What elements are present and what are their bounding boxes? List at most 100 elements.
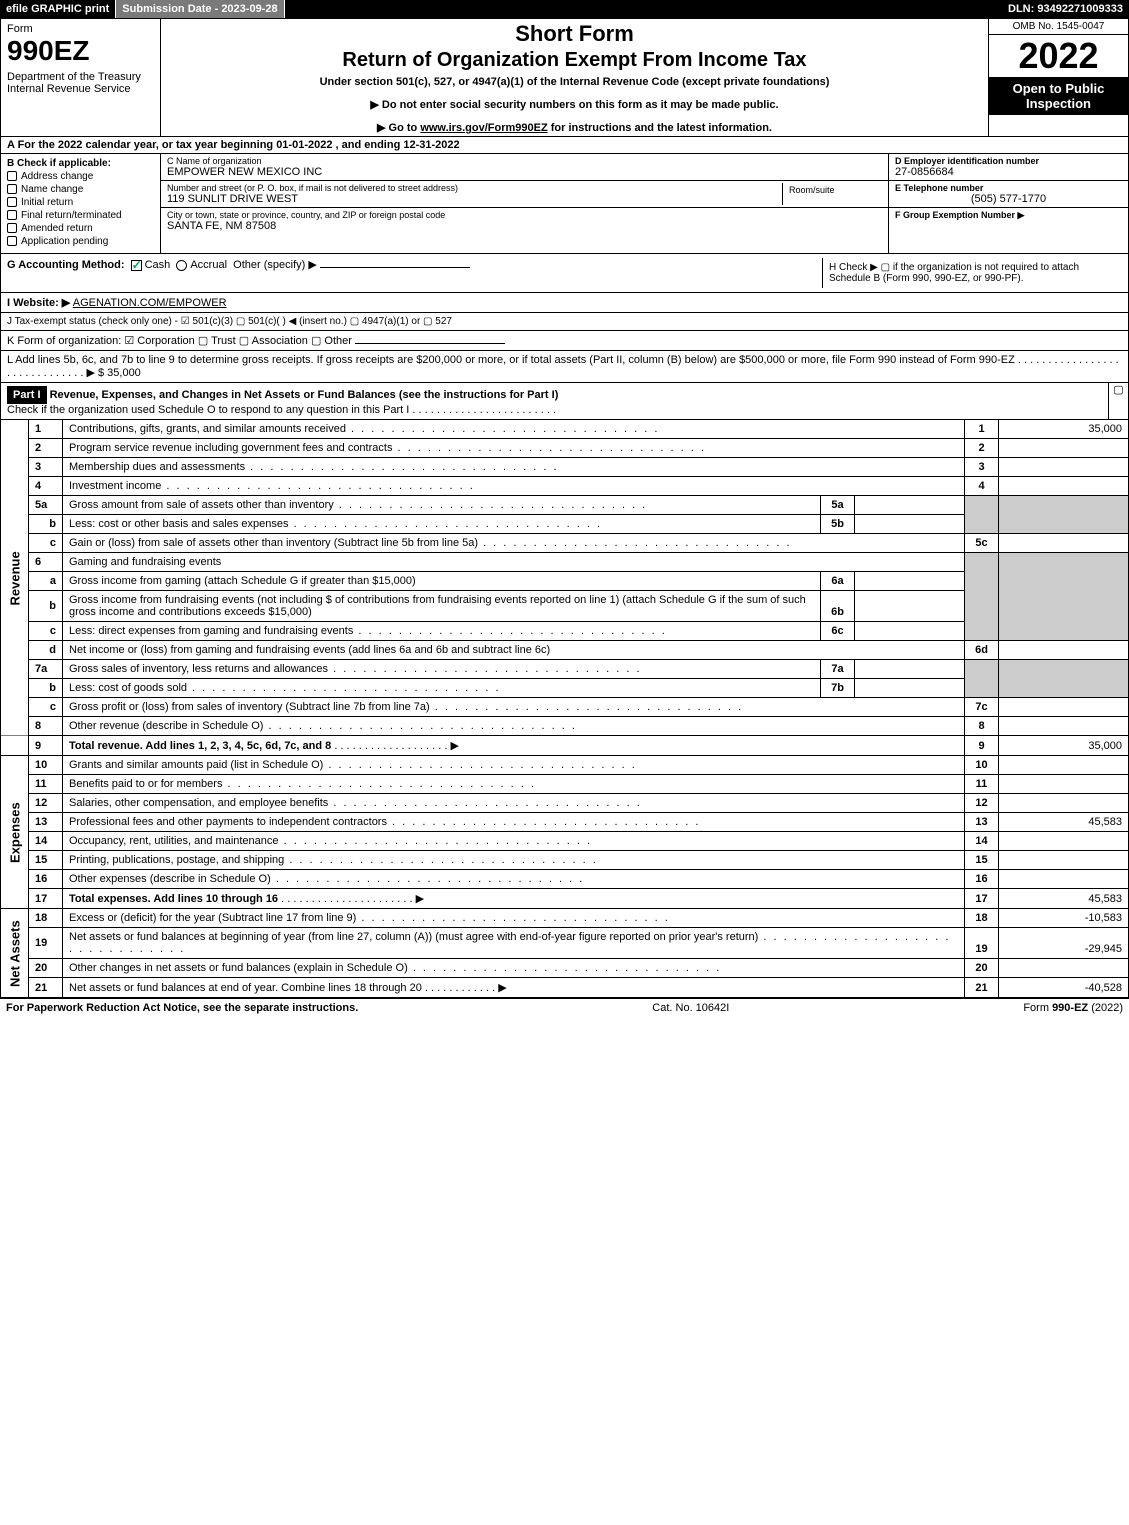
line-rnum: 9 — [965, 736, 999, 756]
chk-address-change[interactable]: Address change — [7, 171, 154, 182]
note-goto-prefix: ▶ Go to — [377, 122, 420, 134]
line-desc: Professional fees and other payments to … — [63, 813, 965, 832]
line-rnum: 15 — [965, 851, 999, 870]
sub-num: 6a — [821, 572, 855, 591]
line-num: 11 — [29, 775, 63, 794]
table-row: 7a Gross sales of inventory, less return… — [1, 660, 1129, 679]
accounting-method-label: G Accounting Method: — [7, 259, 125, 271]
cash-label: Cash — [145, 259, 171, 271]
irs-link[interactable]: www.irs.gov/Form990EZ — [420, 122, 547, 134]
table-row: Expenses 10 Grants and similar amounts p… — [1, 756, 1129, 775]
line-num: b — [29, 679, 63, 698]
line-rnum: 11 — [965, 775, 999, 794]
line-num: c — [29, 622, 63, 641]
dln: DLN: 93492271009333 — [1002, 0, 1129, 18]
part-1-label: Part I — [7, 386, 47, 404]
chk-label: Application pending — [21, 236, 108, 247]
header-right: OMB No. 1545-0047 2022 Open to Public In… — [988, 19, 1128, 136]
city-value: SANTA FE, NM 87508 — [167, 220, 882, 232]
group-exemption-label: F Group Exemption Number ▶ — [895, 210, 1122, 221]
chk-accrual[interactable] — [176, 260, 187, 271]
line-rval — [999, 959, 1129, 978]
shade-cell — [965, 496, 999, 534]
line-rval: 45,583 — [999, 889, 1129, 909]
chk-name-change[interactable]: Name change — [7, 184, 154, 195]
line-desc: Grants and similar amounts paid (list in… — [63, 756, 965, 775]
table-row: b Less: cost or other basis and sales ex… — [1, 515, 1129, 534]
section-b-header: B Check if applicable: — [7, 158, 111, 169]
line-desc: Membership dues and assessments — [63, 458, 965, 477]
line-rnum: 7c — [965, 698, 999, 717]
chk-amended-return[interactable]: Amended return — [7, 223, 154, 234]
line-rval — [999, 851, 1129, 870]
line-desc: Less: cost of goods sold — [63, 679, 821, 698]
line-rval — [999, 717, 1129, 736]
line-rval — [999, 870, 1129, 889]
line-rval — [999, 477, 1129, 496]
chk-initial-return[interactable]: Initial return — [7, 197, 154, 208]
other-specify-input[interactable] — [320, 267, 470, 268]
form-number: 990EZ — [7, 35, 154, 67]
line-num: 19 — [29, 928, 63, 959]
sub-val — [855, 622, 965, 641]
chk-application-pending[interactable]: Application pending — [7, 236, 154, 247]
side-revenue: Revenue — [1, 420, 29, 736]
line-num: 18 — [29, 909, 63, 928]
table-row: 16 Other expenses (describe in Schedule … — [1, 870, 1129, 889]
sub-val — [855, 515, 965, 534]
table-row: 5a Gross amount from sale of assets othe… — [1, 496, 1129, 515]
row-g-h: G Accounting Method: Cash Accrual Other … — [0, 254, 1129, 293]
line-rval — [999, 458, 1129, 477]
line-desc: Other revenue (describe in Schedule O) — [63, 717, 965, 736]
chk-label: Final return/terminated — [21, 210, 122, 221]
note-goto: ▶ Go to www.irs.gov/Form990EZ for instru… — [167, 121, 982, 134]
website-link[interactable]: AGENATION.COM/EMPOWER — [73, 297, 227, 309]
other-org-input[interactable] — [355, 343, 505, 344]
line-desc: Total expenses. Add lines 10 through 16 … — [63, 889, 965, 909]
chk-cash[interactable] — [131, 260, 142, 271]
table-row: 17 Total expenses. Add lines 10 through … — [1, 889, 1129, 909]
ein-label: D Employer identification number — [895, 156, 1122, 166]
row-a-text: A For the 2022 calendar year, or tax yea… — [7, 139, 460, 151]
sub-val — [855, 496, 965, 515]
chk-label: Address change — [21, 171, 93, 182]
table-row: 19 Net assets or fund balances at beginn… — [1, 928, 1129, 959]
line-desc: Gross sales of inventory, less returns a… — [63, 660, 821, 679]
line-desc: Benefits paid to or for members — [63, 775, 965, 794]
shade-cell — [999, 553, 1129, 641]
part-1-checkbox[interactable]: ▢ — [1108, 383, 1128, 419]
line-num: 21 — [29, 978, 63, 998]
other-label: Other (specify) ▶ — [233, 259, 317, 271]
line-desc: Gain or (loss) from sale of assets other… — [63, 534, 965, 553]
table-row: b Less: cost of goods sold 7b — [1, 679, 1129, 698]
line-rnum: 4 — [965, 477, 999, 496]
line-rnum: 17 — [965, 889, 999, 909]
line-num: b — [29, 591, 63, 622]
line-rval — [999, 534, 1129, 553]
org-name-value: EMPOWER NEW MEXICO INC — [167, 166, 882, 178]
line-num: b — [29, 515, 63, 534]
table-row: 3 Membership dues and assessments 3 — [1, 458, 1129, 477]
department: Department of the Treasury Internal Reve… — [7, 71, 154, 95]
line-rval — [999, 698, 1129, 717]
line-num: 7a — [29, 660, 63, 679]
row-i-website: I Website: ▶ AGENATION.COM/EMPOWER — [0, 293, 1129, 313]
line-num: 14 — [29, 832, 63, 851]
part-1-title: Revenue, Expenses, and Changes in Net As… — [50, 389, 559, 401]
header-left: Form 990EZ Department of the Treasury In… — [1, 19, 161, 136]
efile-label[interactable]: efile GRAPHIC print — [0, 0, 116, 18]
table-row: c Less: direct expenses from gaming and … — [1, 622, 1129, 641]
table-row: 12 Salaries, other compensation, and emp… — [1, 794, 1129, 813]
line-desc: Other expenses (describe in Schedule O) — [63, 870, 965, 889]
chk-final-return[interactable]: Final return/terminated — [7, 210, 154, 221]
line-rval — [999, 756, 1129, 775]
sub-num: 5b — [821, 515, 855, 534]
line-desc: Gross income from gaming (attach Schedul… — [63, 572, 821, 591]
sub-num: 7a — [821, 660, 855, 679]
side-expenses: Expenses — [1, 756, 29, 909]
part-1-check-text: Check if the organization used Schedule … — [7, 404, 556, 416]
omb-number: OMB No. 1545-0047 — [989, 19, 1128, 35]
table-row: 21 Net assets or fund balances at end of… — [1, 978, 1129, 998]
footer-left: For Paperwork Reduction Act Notice, see … — [6, 1002, 358, 1014]
line-num: 15 — [29, 851, 63, 870]
